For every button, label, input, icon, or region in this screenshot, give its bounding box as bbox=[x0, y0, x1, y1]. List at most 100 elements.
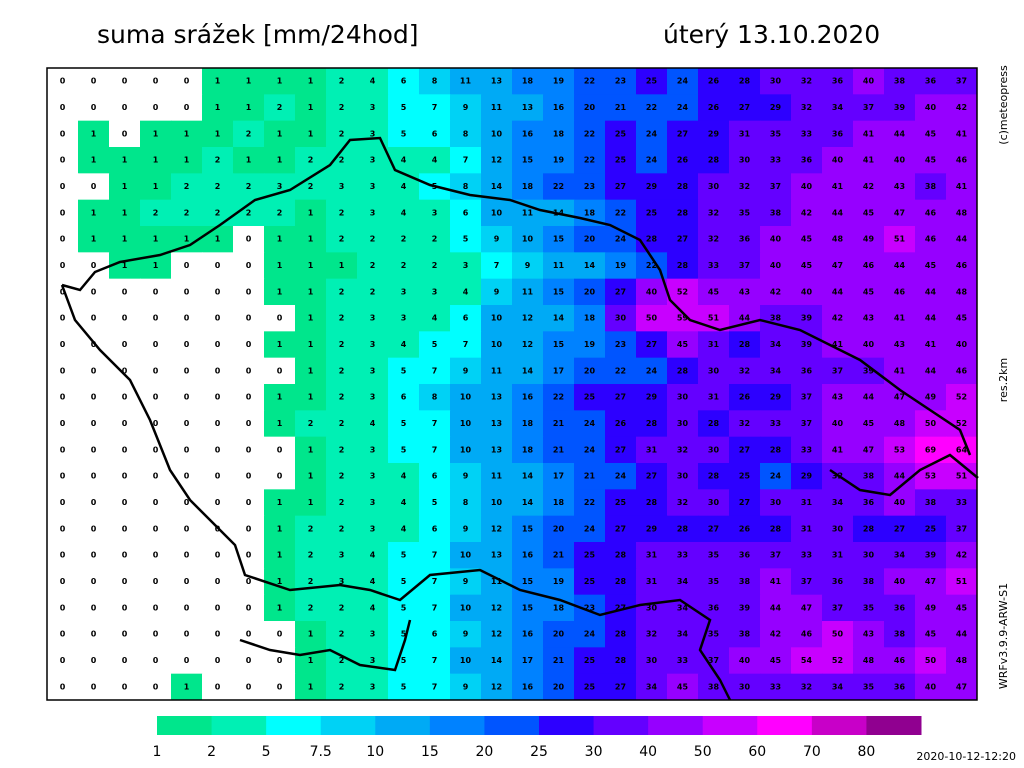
precip-value: 32 bbox=[739, 182, 750, 191]
precip-cell bbox=[791, 673, 823, 701]
precip-value: 35 bbox=[863, 682, 875, 691]
precip-cell bbox=[884, 673, 916, 701]
precip-value: 22 bbox=[553, 182, 564, 191]
precip-value: 0 bbox=[184, 498, 190, 507]
precip-cell bbox=[946, 515, 978, 543]
precip-cell bbox=[450, 94, 482, 122]
precip-cell bbox=[946, 568, 978, 596]
map-frame bbox=[46, 67, 978, 701]
precip-value: 23 bbox=[615, 340, 626, 349]
precip-cell bbox=[791, 489, 823, 517]
precip-cell bbox=[295, 489, 327, 517]
precip-cell bbox=[729, 673, 761, 701]
precip-cell bbox=[78, 410, 110, 438]
precip-cell bbox=[791, 199, 823, 227]
precip-value: 34 bbox=[770, 340, 782, 349]
precip-value: 0 bbox=[91, 419, 97, 428]
precip-value: 0 bbox=[153, 340, 159, 349]
precip-cell bbox=[202, 384, 234, 411]
colorbar-swatch bbox=[811, 716, 867, 735]
precip-cell bbox=[636, 147, 668, 174]
precip-cell bbox=[853, 147, 885, 174]
precip-value: 0 bbox=[60, 261, 66, 270]
precip-cell bbox=[884, 621, 916, 648]
precip-cell bbox=[636, 673, 668, 701]
map-title: suma srážek [mm/24hod] bbox=[97, 20, 419, 49]
precip-value: 0 bbox=[184, 340, 190, 349]
precip-cell bbox=[233, 226, 265, 253]
precip-value: 3 bbox=[370, 393, 376, 402]
precip-cell bbox=[698, 542, 730, 569]
precip-value: 31 bbox=[708, 393, 720, 402]
precip-cell bbox=[78, 621, 110, 648]
precip-cell bbox=[636, 384, 668, 411]
precip-cell bbox=[264, 384, 296, 411]
precip-cell bbox=[264, 278, 296, 306]
precip-value: 30 bbox=[708, 182, 720, 191]
precip-cell bbox=[946, 621, 978, 648]
precip-cell bbox=[171, 173, 203, 201]
precip-cell bbox=[202, 331, 234, 359]
precip-value: 39 bbox=[739, 603, 751, 612]
precip-cell bbox=[171, 199, 203, 227]
precip-value: 40 bbox=[956, 340, 968, 349]
precip-cell bbox=[171, 68, 203, 95]
precip-value: 3 bbox=[339, 551, 345, 560]
precip-cell bbox=[171, 147, 203, 174]
precip-value: 47 bbox=[863, 445, 874, 454]
precip-cell bbox=[729, 594, 761, 622]
colorbar-label: 50 bbox=[694, 744, 712, 760]
precip-cell bbox=[543, 331, 575, 359]
precip-value: 32 bbox=[677, 445, 688, 454]
precip-cell bbox=[264, 410, 296, 438]
precip-cell bbox=[47, 410, 79, 438]
precip-value: 40 bbox=[770, 235, 782, 244]
precip-value: 25 bbox=[584, 656, 596, 665]
precip-cell bbox=[698, 436, 730, 464]
precip-cell bbox=[822, 305, 854, 332]
precip-value: 1 bbox=[122, 156, 128, 165]
precip-cell bbox=[326, 173, 358, 201]
precip-cell bbox=[109, 542, 141, 569]
precip-cell bbox=[543, 436, 575, 464]
precip-cell bbox=[512, 621, 544, 648]
precip-cell bbox=[853, 384, 885, 411]
precip-value: 40 bbox=[801, 287, 813, 296]
precip-value: 0 bbox=[60, 445, 66, 454]
precip-value: 1 bbox=[308, 261, 314, 270]
precip-cell bbox=[729, 147, 761, 174]
precip-cell bbox=[78, 94, 110, 122]
precip-cell bbox=[357, 594, 389, 622]
precip-cell bbox=[636, 621, 668, 648]
precip-value: 4 bbox=[432, 314, 438, 323]
precip-cell bbox=[698, 199, 730, 227]
precip-cell bbox=[574, 410, 606, 438]
precip-value: 37 bbox=[832, 366, 843, 375]
precip-cell bbox=[419, 384, 451, 411]
precip-cell bbox=[202, 673, 234, 701]
colorbar-swatch bbox=[593, 716, 649, 735]
precip-cell bbox=[481, 94, 513, 122]
precip-cell bbox=[636, 568, 668, 596]
precip-value: 1 bbox=[122, 235, 128, 244]
precip-value: 18 bbox=[522, 419, 534, 428]
precip-cell bbox=[605, 173, 637, 201]
precip-cell bbox=[791, 621, 823, 648]
precip-value: 0 bbox=[184, 603, 190, 612]
precip-cell bbox=[326, 463, 358, 490]
precip-value: 44 bbox=[925, 366, 937, 375]
precip-cell bbox=[295, 278, 327, 306]
precip-cell bbox=[357, 305, 389, 332]
precip-value: 24 bbox=[584, 524, 596, 533]
precip-value: 0 bbox=[122, 551, 128, 560]
precip-value: 32 bbox=[708, 235, 719, 244]
precip-value: 2 bbox=[339, 682, 345, 691]
precip-value: 0 bbox=[122, 419, 128, 428]
precip-value: 1 bbox=[308, 445, 314, 454]
precip-cell bbox=[388, 226, 420, 253]
precip-value: 17 bbox=[522, 656, 533, 665]
precip-value: 10 bbox=[491, 340, 503, 349]
precip-value: 37 bbox=[801, 393, 812, 402]
precip-value: 41 bbox=[894, 314, 906, 323]
precip-cell bbox=[915, 331, 947, 359]
